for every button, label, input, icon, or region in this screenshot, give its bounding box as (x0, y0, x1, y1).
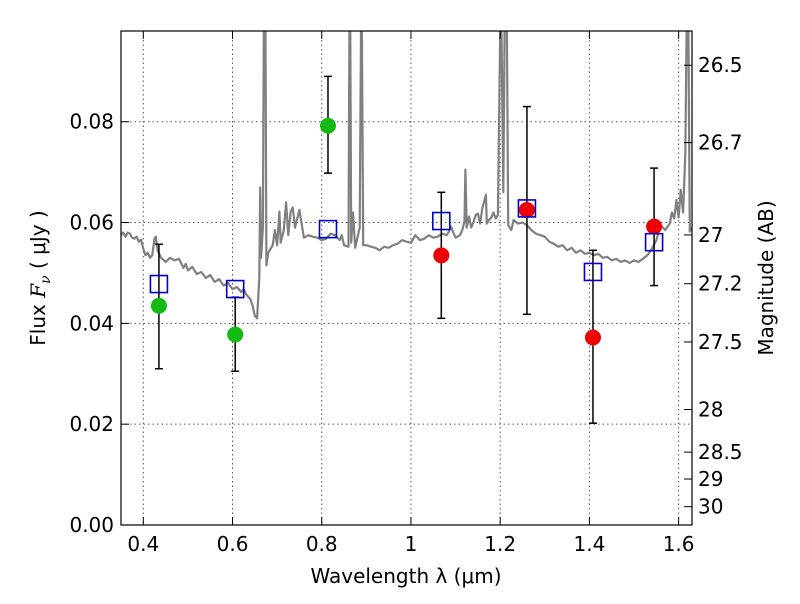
y-tick-label: 0.06 (69, 211, 114, 235)
observed-point-red (646, 218, 663, 235)
y-axis-label: Flux Fν ( μJy ) (26, 210, 54, 345)
x-tick-label: 0.4 (127, 532, 159, 556)
model-photometry-square (318, 219, 338, 239)
y2-tick-label: 27 (698, 223, 723, 247)
y2-tick-label: 29 (698, 467, 723, 491)
model-photometry-square (149, 274, 169, 294)
model-photometry-square (431, 211, 451, 231)
y-tick-label: 0.00 (69, 513, 114, 537)
y2-tick-label: 30 (698, 495, 723, 519)
y2-tick-label: 28.5 (698, 440, 743, 464)
plot-frame (120, 30, 693, 526)
model-photometry-square (517, 199, 537, 218)
x-tick-label: 0.8 (306, 532, 338, 556)
x-tick-label: 0.6 (217, 532, 249, 556)
y2-axis-label: Magnitude (AB) (754, 200, 778, 355)
observed-point-red (518, 201, 535, 218)
x-tick-label: 1.2 (484, 532, 516, 556)
y-tick-label: 0.08 (69, 110, 114, 134)
x-tick-label: 1.4 (573, 532, 605, 556)
sed-model-line (121, 31, 692, 320)
model-layer (149, 199, 664, 299)
model-photometry-square (644, 232, 664, 252)
y2-tick-label: 27.5 (698, 330, 743, 354)
observed-layer (150, 117, 663, 346)
y2-tick-label: 26.7 (698, 131, 743, 155)
ticks-layer: 0.4 0.6 0.8 1 1.2 1.4 1.6 0.00 0.02 0.04 0.06 0.08 2… (69, 31, 743, 556)
y-tick-label: 0.04 (69, 311, 114, 335)
observed-point-green (150, 297, 167, 314)
model-photometry-square (225, 279, 245, 299)
sed-layer (121, 31, 692, 320)
observed-point-red (584, 329, 601, 346)
observed-point-red (433, 247, 450, 264)
y-tick-label: 0.02 (69, 412, 114, 436)
y2-tick-label: 28 (698, 398, 723, 422)
x-tick-label: 1 (405, 532, 418, 556)
x-tick-label: 1.6 (663, 532, 695, 556)
x-axis-label: Wavelength λ (μm) (310, 564, 501, 588)
y2-tick-label: 27.2 (698, 272, 743, 296)
errorbar-layer (154, 75, 659, 424)
y2-tick-label: 26.5 (698, 53, 743, 77)
observed-point-green (227, 326, 244, 343)
observed-point-green (319, 117, 336, 134)
model-photometry-square (583, 262, 603, 282)
